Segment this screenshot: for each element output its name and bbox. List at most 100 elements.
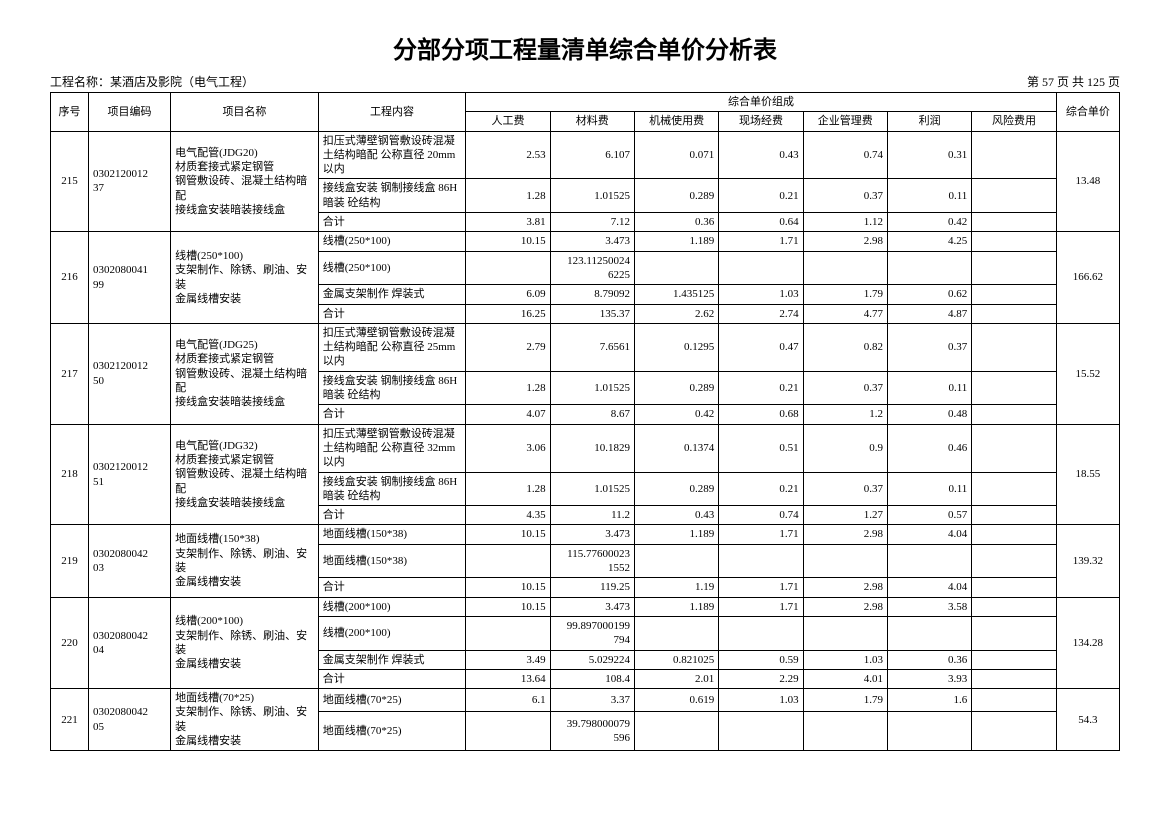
- cell-value: 0.42: [887, 213, 971, 232]
- cell-value: 3.81: [466, 213, 550, 232]
- cell-value: 4.35: [466, 506, 550, 525]
- cell-code: 030212001250: [88, 323, 170, 424]
- cell-work: 地面线槽(70*25): [318, 689, 466, 712]
- cell-value: [719, 616, 803, 650]
- cell-value: 0.48: [887, 405, 971, 424]
- cell-value: 2.98: [803, 232, 887, 251]
- cell-value: 10.1829: [550, 424, 634, 472]
- cell-work: 合计: [318, 213, 466, 232]
- table-row: 220030208004204线槽(200*100)支架制作、除锈、刷油、安装金…: [51, 597, 1120, 616]
- cell-value: 1.79: [803, 285, 887, 304]
- cell-work: 地面线槽(150*38): [318, 525, 466, 544]
- h-material: 材料费: [550, 112, 634, 131]
- cell-value: 1.28: [466, 371, 550, 405]
- cell-value: 6.09: [466, 285, 550, 304]
- cell-work: 合计: [318, 405, 466, 424]
- cell-value: 4.04: [887, 578, 971, 597]
- cell-seq: 219: [51, 525, 89, 597]
- cell-value: 0.43: [634, 506, 718, 525]
- h-name: 项目名称: [171, 93, 319, 132]
- cell-value: 123.112500246225: [550, 251, 634, 285]
- cell-work: 接线盒安装 钢制接线盒 86H 暗装 砼结构: [318, 371, 466, 405]
- cell-value: 4.25: [887, 232, 971, 251]
- cell-work: 线槽(250*100): [318, 251, 466, 285]
- cell-work: 扣压式薄壁钢管敷设砖混凝土结构暗配 公称直径 32mm以内: [318, 424, 466, 472]
- cell-unitprice: 54.3: [1056, 689, 1119, 751]
- h-site: 现场经费: [719, 112, 803, 131]
- cell-value: 7.12: [550, 213, 634, 232]
- cell-value: 10.15: [466, 578, 550, 597]
- cell-work: 接线盒安装 钢制接线盒 86H 暗装 砼结构: [318, 179, 466, 213]
- h-mgmt: 企业管理费: [803, 112, 887, 131]
- cell-work: 扣压式薄壁钢管敷设砖混凝土结构暗配 公称直径 20mm以内: [318, 131, 466, 179]
- cell-value: 1.435125: [634, 285, 718, 304]
- cell-value: 0.289: [634, 472, 718, 506]
- cell-value: 2.53: [466, 131, 550, 179]
- cell-value: 2.01: [634, 669, 718, 688]
- cell-value: 3.93: [887, 669, 971, 688]
- cell-value: 8.79092: [550, 285, 634, 304]
- cell-value: 13.64: [466, 669, 550, 688]
- cell-work: 线槽(250*100): [318, 232, 466, 251]
- cell-name: 电气配管(JDG25)材质套接式紧定钢管钢管敷设砖、混凝土结构暗配接线盒安装暗装…: [171, 323, 319, 424]
- cell-value: 1.01525: [550, 179, 634, 213]
- cell-value: 2.98: [803, 597, 887, 616]
- cell-value: 0.619: [634, 689, 718, 712]
- cell-value: 1.71: [719, 597, 803, 616]
- cell-value: 0.11: [887, 371, 971, 405]
- cell-value: 3.49: [466, 650, 550, 669]
- cell-value: 0.62: [887, 285, 971, 304]
- cell-value: 0.1295: [634, 323, 718, 371]
- cell-unitprice: 18.55: [1056, 424, 1119, 525]
- cell-value: 0.9: [803, 424, 887, 472]
- cell-value: 1.2: [803, 405, 887, 424]
- cell-value: 0.82: [803, 323, 887, 371]
- cell-seq: 216: [51, 232, 89, 323]
- cell-value: [972, 669, 1056, 688]
- cell-value: 2.79: [466, 323, 550, 371]
- cell-value: 3.473: [550, 525, 634, 544]
- cell-value: 1.189: [634, 525, 718, 544]
- h-profit: 利润: [887, 112, 971, 131]
- cell-value: [887, 544, 971, 578]
- cell-value: 0.47: [719, 323, 803, 371]
- cell-value: [972, 405, 1056, 424]
- cell-work: 地面线槽(70*25): [318, 711, 466, 751]
- cell-value: [634, 544, 718, 578]
- cell-value: [887, 251, 971, 285]
- cell-value: 11.2: [550, 506, 634, 525]
- cell-work: 线槽(200*100): [318, 616, 466, 650]
- cell-seq: 218: [51, 424, 89, 525]
- project-label: 工程名称：: [50, 75, 110, 89]
- cell-value: [972, 472, 1056, 506]
- cell-value: [972, 578, 1056, 597]
- cell-value: 0.37: [803, 371, 887, 405]
- cell-value: 6.1: [466, 689, 550, 712]
- cell-name: 地面线槽(70*25)支架制作、除锈、刷油、安装金属线槽安装: [171, 689, 319, 751]
- page-info: 第 57 页 共 125 页: [1027, 73, 1120, 90]
- cell-value: [972, 251, 1056, 285]
- table-row: 221030208004205地面线槽(70*25)支架制作、除锈、刷油、安装金…: [51, 689, 1120, 712]
- cell-unitprice: 13.48: [1056, 131, 1119, 232]
- cell-value: [466, 544, 550, 578]
- h-comp-group: 综合单价组成: [466, 93, 1056, 112]
- project-name: 某酒店及影院（电气工程）: [110, 75, 254, 89]
- cell-value: [887, 616, 971, 650]
- h-labor: 人工费: [466, 112, 550, 131]
- cell-value: 5.029224: [550, 650, 634, 669]
- cell-value: 1.03: [803, 650, 887, 669]
- cell-value: 1.27: [803, 506, 887, 525]
- cell-value: [972, 304, 1056, 323]
- table-row: 217030212001250电气配管(JDG25)材质套接式紧定钢管钢管敷设砖…: [51, 323, 1120, 371]
- cell-value: 4.01: [803, 669, 887, 688]
- cell-value: 1.01525: [550, 371, 634, 405]
- cell-value: 0.21: [719, 179, 803, 213]
- table-row: 218030212001251电气配管(JDG32)材质套接式紧定钢管钢管敷设砖…: [51, 424, 1120, 472]
- cell-value: [466, 616, 550, 650]
- cell-unitprice: 139.32: [1056, 525, 1119, 597]
- cell-work: 金属支架制作 焊装式: [318, 285, 466, 304]
- cell-value: 1.28: [466, 179, 550, 213]
- bill-table: 序号 项目编码 项目名称 工程内容 综合单价组成 综合单价 人工费 材料费 机械…: [50, 92, 1120, 751]
- cell-value: [887, 711, 971, 751]
- cell-value: 1.6: [887, 689, 971, 712]
